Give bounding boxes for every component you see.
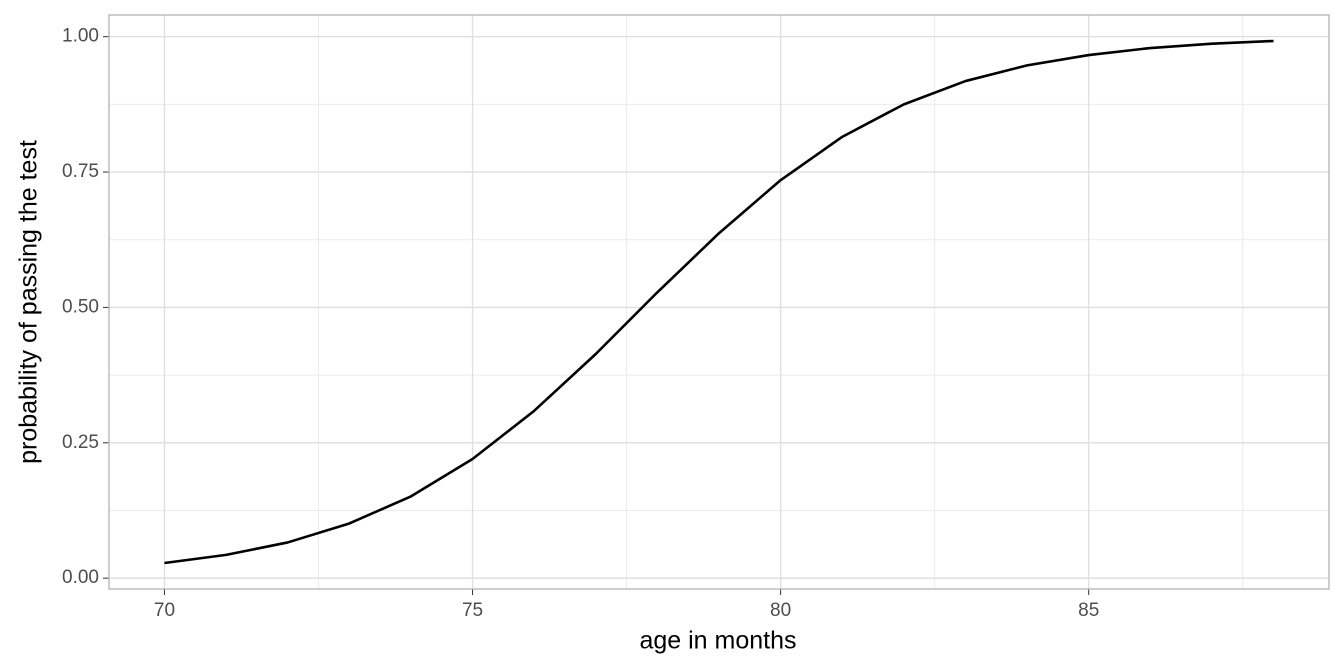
y-tick-label: 0.25 — [62, 432, 99, 453]
y-tick-label: 0.50 — [62, 296, 99, 317]
y-tick-label: 0.00 — [62, 567, 99, 588]
y-tick-label: 0.75 — [62, 161, 99, 182]
y-tick-label: 1.00 — [62, 26, 99, 47]
y-axis-title: probability of passing the test — [15, 140, 43, 464]
x-tick-label: 85 — [1078, 600, 1099, 621]
x-tick-label: 75 — [462, 600, 483, 621]
x-tick-label: 70 — [154, 600, 175, 621]
plot-border — [108, 14, 1330, 590]
x-axis-title: age in months — [639, 627, 796, 655]
x-tick-label: 80 — [770, 600, 791, 621]
line — [164, 39, 1274, 565]
